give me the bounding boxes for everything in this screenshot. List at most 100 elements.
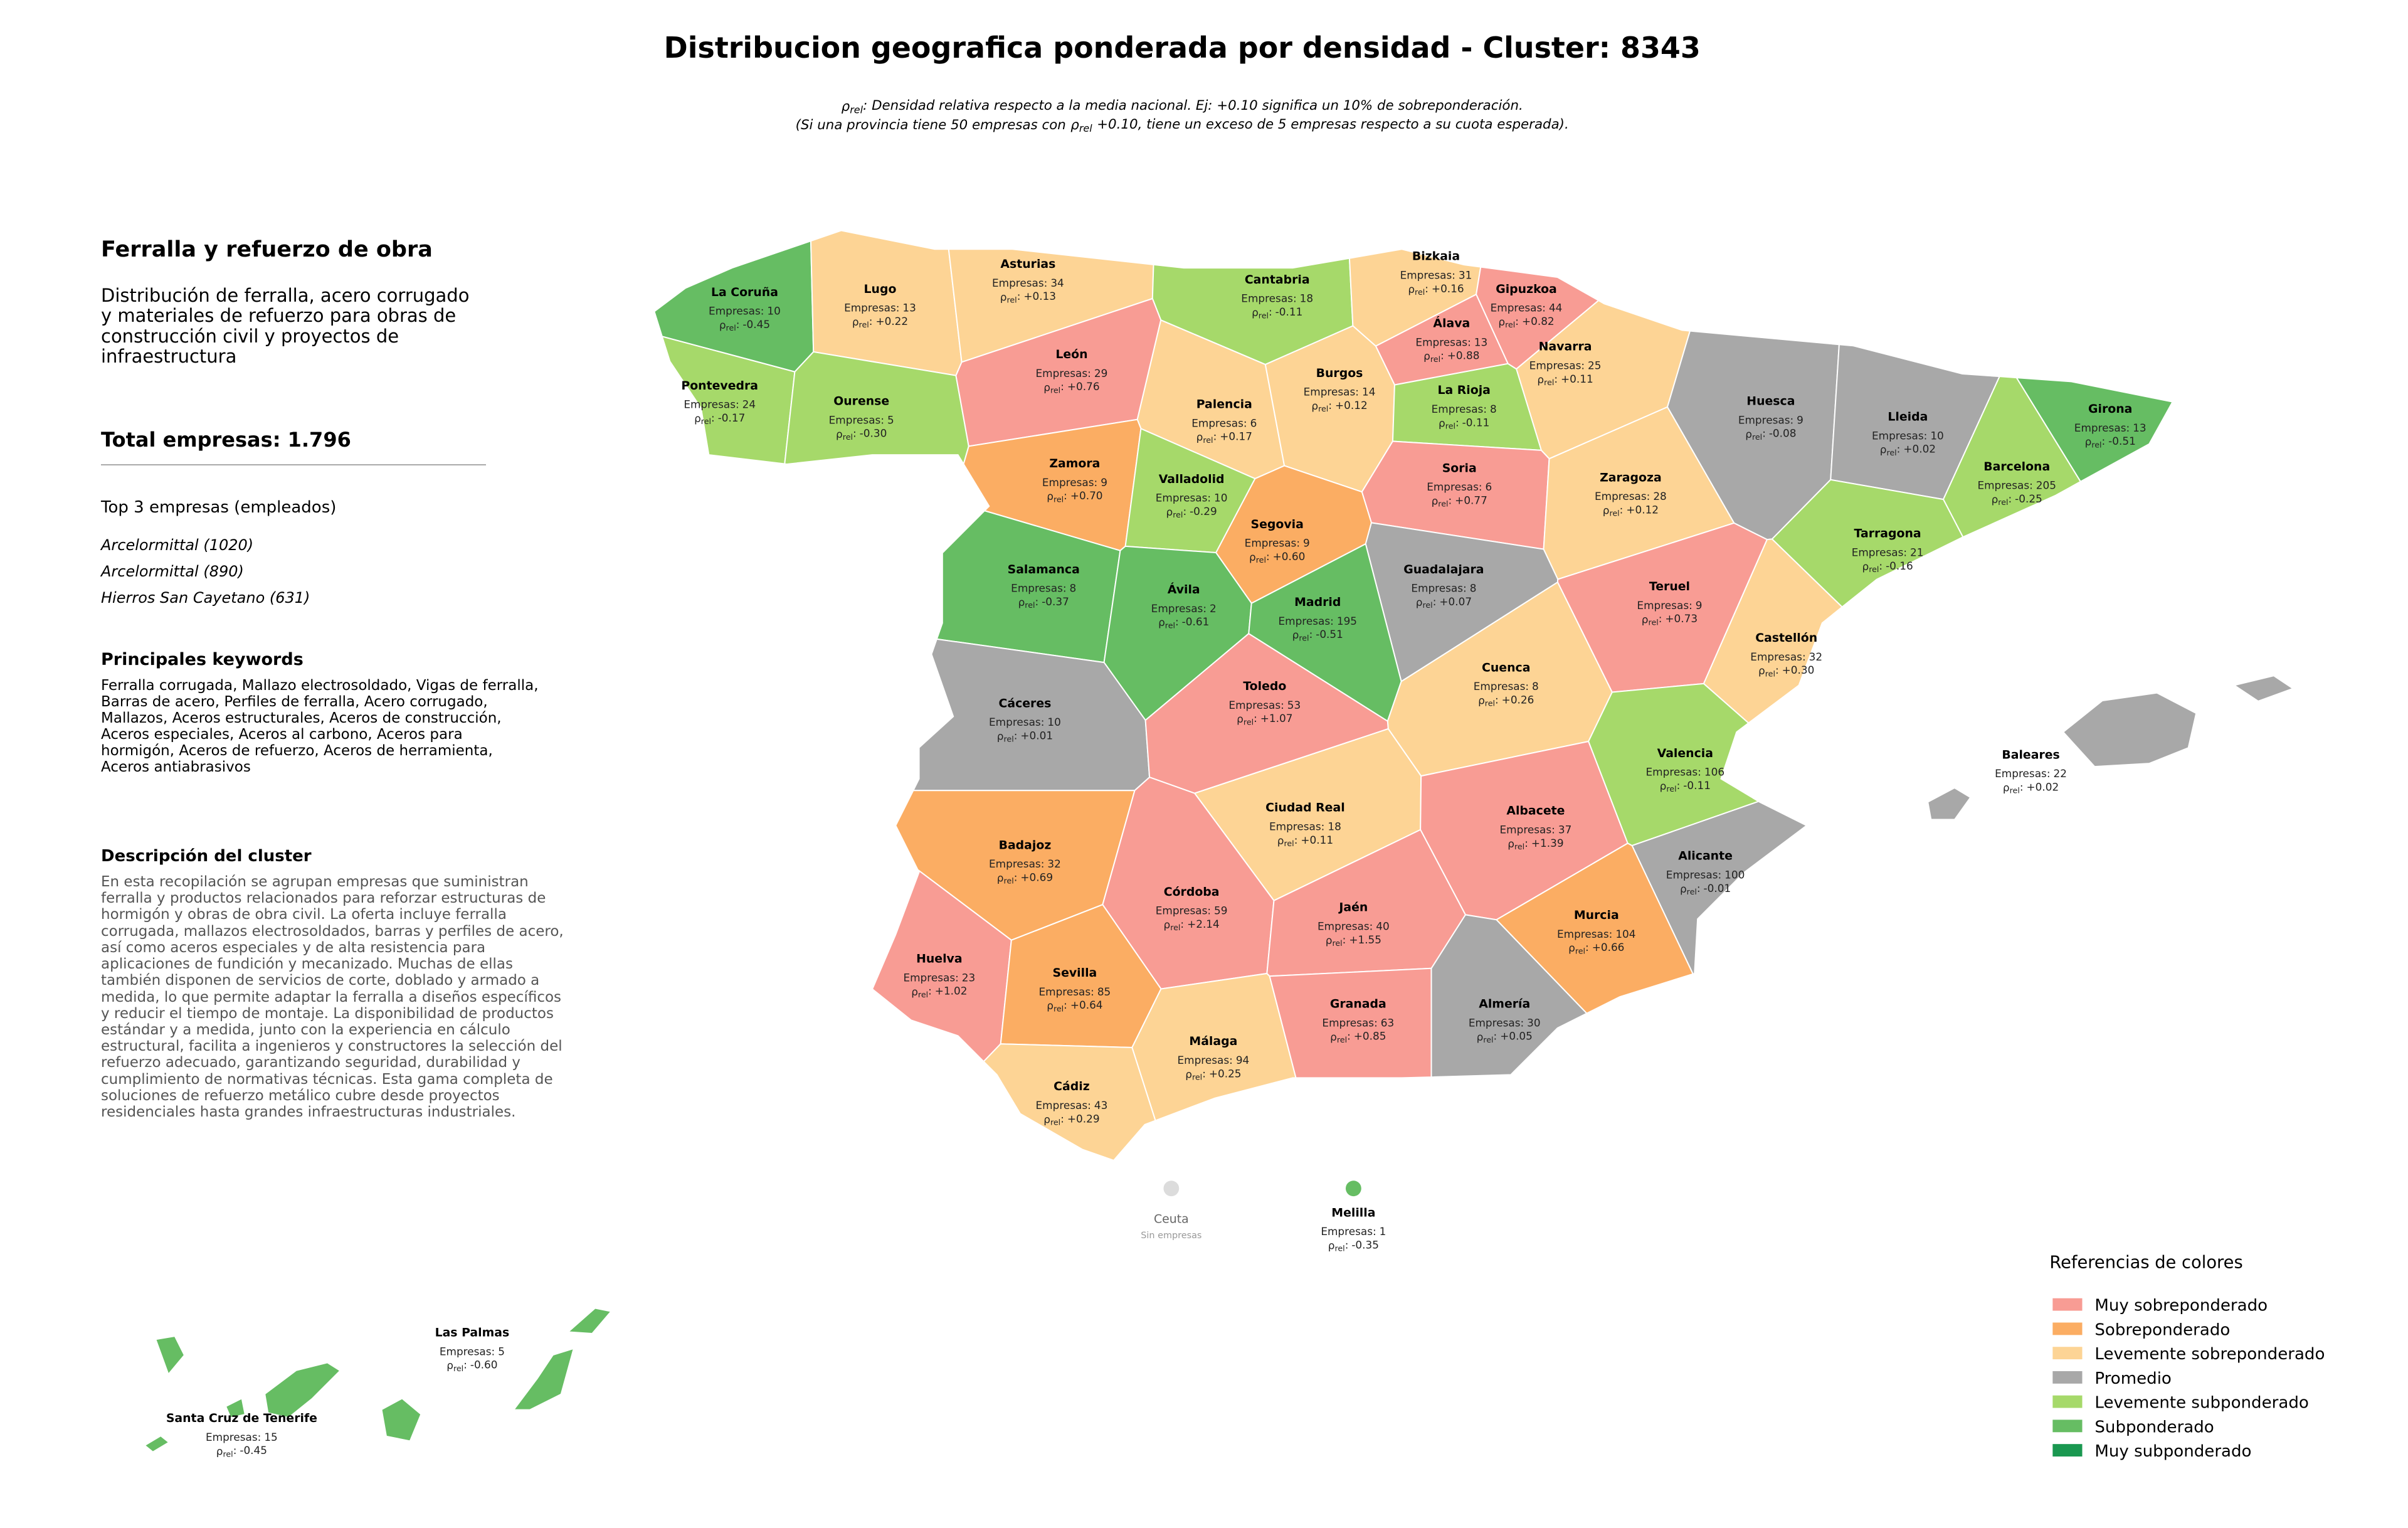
province-count: Empresas: 22: [1995, 767, 2067, 780]
rho-symbol: ρ: [1166, 506, 1173, 518]
province-name: Almería: [1479, 997, 1530, 1011]
count-prefix: Empresas:: [684, 398, 739, 411]
rho-value: +0.85: [1354, 1030, 1386, 1043]
rho-sub: rel: [1422, 600, 1432, 610]
count-value: 9: [1303, 537, 1310, 549]
count-value: 9: [1797, 413, 1803, 426]
legend-swatch: [2052, 1371, 2083, 1384]
count-prefix: Empresas:: [1557, 928, 1612, 940]
legend-swatch: [2052, 1444, 2083, 1457]
rho-symbol: ρ: [446, 1359, 453, 1372]
count-value: 10: [1930, 429, 1943, 442]
province-name: Murcia: [1574, 908, 1619, 922]
count-prefix: Empresas:: [1491, 302, 1546, 314]
count-prefix: Empresas:: [1637, 599, 1692, 612]
province-count: Empresas: 205: [1977, 479, 2056, 492]
rho-sep: :: [1202, 1067, 1206, 1080]
rho-sep: :: [1440, 349, 1444, 362]
count-prefix: Empresas:: [1750, 650, 1805, 663]
province-count: Empresas: 10: [989, 716, 1061, 728]
rho-symbol: ρ: [1311, 400, 1318, 412]
rho-sub: rel: [701, 416, 711, 426]
count-value: 37: [1558, 824, 1571, 836]
rho-sub: rel: [1054, 494, 1064, 504]
province-rho: ρrel: +1.02: [911, 985, 967, 999]
rho-symbol: ρ: [1047, 999, 1054, 1012]
legend-label: Subponderado: [2094, 1418, 2214, 1436]
rho-sub: rel: [1438, 499, 1448, 509]
rho-sep: :: [1620, 503, 1624, 516]
province-rho: ρrel: -0.29: [1166, 505, 1217, 519]
top-heading: Top 3 empresas (empleados): [101, 498, 337, 517]
rho-symbol: ρ: [1328, 1239, 1335, 1252]
count-value: 32: [1047, 857, 1060, 870]
province-rho: ρrel: -0.16: [1862, 560, 1913, 574]
province-rho: ρrel: -0.08: [1745, 427, 1796, 442]
count-value: 29: [1094, 367, 1107, 379]
province-rho: ρrel: +0.12: [1311, 399, 1367, 413]
rho-value: -0.51: [2108, 435, 2136, 447]
province-count: Empresas: 53: [1228, 699, 1301, 711]
rho-value: -0.25: [2015, 492, 2042, 505]
keywords: Ferralla corrugada, Mallazo electrosolda…: [101, 677, 539, 775]
rho-sub: rel: [1609, 509, 1619, 518]
count-value: 106: [1704, 766, 1724, 778]
count-value: 8: [1532, 680, 1539, 692]
rho-value: -0.11: [1275, 305, 1303, 318]
province-name: Palencia: [1196, 398, 1252, 411]
rho-sub: rel: [1765, 669, 1775, 678]
province-name: León: [1055, 348, 1087, 361]
rho-symbol: ρ: [1660, 780, 1667, 792]
rho-value: -0.61: [1182, 615, 1210, 628]
rho-sep: :: [1269, 305, 1272, 318]
count-value: 28: [1653, 490, 1666, 502]
province-name: Toledo: [1243, 679, 1286, 693]
rho-sub: rel: [1430, 354, 1440, 364]
count-value: 10: [1214, 492, 1227, 504]
rho-symbol: ρ: [997, 871, 1004, 884]
rho-sep: :: [869, 315, 873, 327]
rho-symbol: ρ: [1292, 629, 1299, 641]
rho-symbol: ρ: [1018, 596, 1025, 608]
province-count: Empresas: 29: [1036, 367, 1108, 379]
rho-sub: rel: [1332, 938, 1342, 948]
rho-value: +0.16: [1432, 282, 1464, 295]
rho-value: -0.16: [1886, 560, 1913, 572]
rho-symbol: ρ: [1439, 416, 1445, 429]
province-rho: ρrel: +0.22: [852, 315, 908, 329]
rho-sub: rel: [453, 1364, 463, 1373]
rho-value: +0.17: [1220, 430, 1252, 443]
rho-value: +0.01: [1020, 729, 1053, 741]
count-prefix: Empresas:: [1156, 905, 1211, 917]
province-rho: ρrel: +1.55: [1326, 933, 1381, 948]
subtitle-text: +0.10, tiene un exceso de 5 empresas res…: [1097, 117, 1569, 132]
province-rho: ρrel: -0.61: [1158, 615, 1209, 630]
rho-value: +0.73: [1665, 612, 1698, 625]
cluster-heading: Descripción del cluster: [101, 847, 312, 866]
province-count: Empresas: 195: [1278, 615, 1357, 627]
province-name: Zamora: [1049, 457, 1100, 470]
rho-sub: rel: [726, 323, 736, 332]
rho-symbol: ρ: [1478, 694, 1485, 706]
rho-symbol: ρ: [1196, 431, 1203, 443]
rho-sub: rel: [1192, 1073, 1202, 1082]
rho-symbol: ρ: [1603, 504, 1610, 516]
rho-symbol: ρ: [852, 316, 859, 328]
province-name: Guadalajara: [1403, 563, 1484, 576]
province-count: Empresas: 10: [709, 305, 781, 317]
city-marker: [1163, 1180, 1180, 1197]
count-value: 9: [1696, 599, 1703, 612]
rho-sub: rel: [918, 990, 928, 999]
province-name: Alicante: [1678, 849, 1733, 863]
count-prefix: Empresas:: [1432, 403, 1487, 415]
count-prefix: Empresas:: [1269, 820, 1324, 833]
province-rho: ρrel: +0.30: [1758, 664, 1814, 678]
province-name: Badajoz: [999, 838, 1052, 852]
rho-value: +0.76: [1067, 380, 1100, 393]
rho-sub: rel: [1575, 946, 1585, 955]
rho-sub: rel: [1334, 1244, 1344, 1253]
rho-symbol: ρ: [1880, 443, 1887, 456]
rho-value: +0.26: [1502, 693, 1534, 706]
rho-sep: :: [233, 1444, 237, 1456]
